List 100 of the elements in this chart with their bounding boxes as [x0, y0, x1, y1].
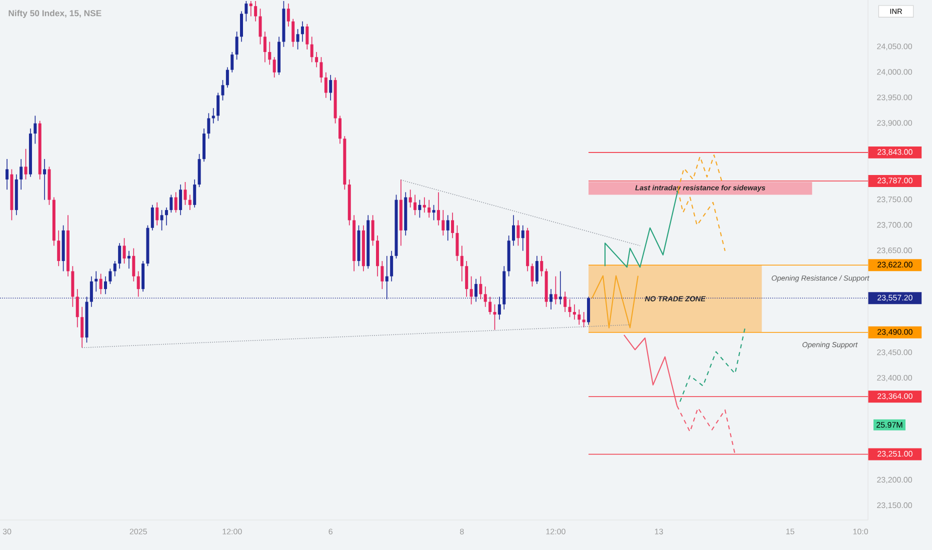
candlestick: [94, 270, 98, 292]
candlestick: [292, 18, 295, 48]
candlestick: [226, 66, 229, 88]
text: 25.97M: [876, 422, 902, 428]
candlestick: [127, 250, 130, 270]
candlestick: [408, 189, 412, 208]
candlestick: [436, 192, 440, 226]
y-tick-label: 23,150.00: [877, 502, 912, 510]
ref-line-label: 23,557.20: [878, 294, 912, 302]
candlestick: [24, 148, 28, 180]
candlestick: [535, 256, 538, 284]
candlestick: [80, 306, 84, 348]
candlestick: [315, 52, 318, 68]
candlestick: [212, 108, 215, 124]
candlestick: [310, 36, 314, 63]
y-tick-label: 23,650.00: [877, 248, 912, 254]
candlestick: [516, 220, 520, 246]
y-tick-label: 23,900.00: [877, 120, 912, 127]
candlestick: [235, 31, 238, 60]
candlestick: [371, 214, 374, 246]
candlestick: [300, 21, 304, 42]
candlestick: [122, 238, 126, 264]
candlestick: [554, 276, 558, 305]
candlestick: [268, 41, 272, 66]
candlestick: [164, 207, 168, 226]
candlestick: [296, 28, 300, 50]
y-tick-label: 24,050.00: [877, 44, 912, 50]
candlestick: [286, 3, 290, 27]
candlestick: [422, 196, 426, 213]
candlestick: [324, 72, 328, 98]
candlestick: [244, 0, 248, 22]
y-tick-label: 23,750.00: [877, 196, 912, 204]
candlestick: [99, 273, 102, 295]
candlestick: [582, 312, 586, 328]
candlestick: [240, 10, 244, 42]
y-tick-label: 23,950.00: [877, 94, 912, 102]
candlestick: [136, 270, 140, 298]
y-tick-label: 23,400.00: [877, 374, 912, 382]
candlestick: [249, 0, 252, 17]
candlestick: [338, 115, 342, 144]
y-tick-label: 23,200.00: [877, 476, 912, 484]
x-tick-label: 2025: [130, 528, 147, 534]
candlestick: [263, 31, 266, 63]
candlestick: [432, 204, 436, 221]
candlestick: [193, 179, 196, 208]
candlestick: [179, 184, 182, 216]
candlestick: [254, 0, 258, 22]
ref-line-label: 23,622.00: [878, 262, 912, 268]
candlestick: [108, 268, 112, 284]
candlestick: [113, 260, 116, 277]
candlestick: [568, 298, 572, 318]
candlestick: [428, 199, 431, 218]
candlestick: [442, 210, 445, 236]
x-tick-label: 15: [786, 528, 794, 534]
candlestick: [320, 56, 323, 83]
candlestick: [484, 286, 487, 308]
candlestick: [479, 276, 482, 300]
candlestick: [258, 8, 262, 45]
candlestick: [34, 115, 37, 144]
candlestick: [530, 263, 534, 287]
candlestick: [540, 256, 544, 277]
candlestick: [20, 158, 23, 190]
candlestick: [207, 112, 210, 140]
candlestick: [118, 242, 122, 270]
y-tick-label: 24,000.00: [877, 69, 912, 76]
candlestick: [451, 212, 454, 238]
candlestick: [488, 296, 492, 315]
candlestick: [414, 194, 417, 216]
ref-line-label: 23,364.00: [878, 393, 912, 400]
candlestick: [160, 210, 164, 231]
candlestick: [230, 52, 234, 73]
x-tick-label: 30: [2, 528, 12, 534]
x-tick-label: 8: [460, 528, 464, 534]
candlestick: [170, 194, 173, 213]
candlestick: [132, 248, 136, 282]
ref-line-label: 23,787.00: [878, 178, 912, 184]
candlestick: [150, 204, 154, 231]
y-tick-label: 23,700.00: [877, 222, 912, 229]
candlestick: [272, 56, 276, 78]
candlestick: [578, 309, 581, 326]
candlestick: [418, 199, 422, 218]
candlestick: [221, 80, 224, 101]
candlestick: [306, 24, 309, 50]
candlestick: [521, 224, 524, 252]
ref-line-label: 23,490.00: [878, 329, 912, 336]
candlestick: [465, 260, 468, 298]
candlestick: [564, 291, 567, 312]
candlestick: [57, 230, 60, 267]
candlestick: [156, 202, 159, 226]
candlestick: [329, 74, 332, 101]
candlestick: [446, 214, 450, 242]
candlestick: [470, 276, 473, 305]
candlestick: [512, 214, 515, 246]
y-tick-label: 23,450.00: [877, 349, 912, 356]
candlestick: [174, 192, 178, 213]
ref-line-label: 23,843.00: [878, 149, 912, 156]
candlestick: [390, 250, 394, 282]
candlestick: [43, 158, 46, 200]
x-tick-label: 12:00: [222, 528, 242, 534]
candlestick: [188, 194, 192, 210]
